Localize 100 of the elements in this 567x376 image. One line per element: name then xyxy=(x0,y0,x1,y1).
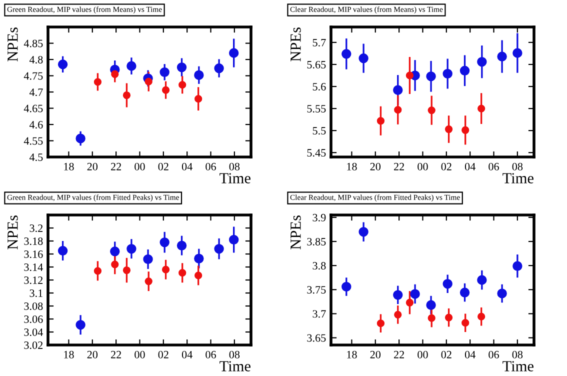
y-tick-label: 3.08 xyxy=(24,302,43,310)
x-tick-label: 08 xyxy=(229,350,240,358)
point xyxy=(442,278,452,289)
y-tick-label: 3.02 xyxy=(24,341,43,350)
point xyxy=(462,319,470,327)
point xyxy=(512,261,522,271)
x-tick-label: 06 xyxy=(488,350,499,358)
y-tick-label: 3.75 xyxy=(307,286,326,294)
point xyxy=(122,91,131,100)
x-tick-label: 02 xyxy=(441,162,452,170)
point xyxy=(342,282,352,292)
y-tick-label: 3.2 xyxy=(30,224,43,232)
y-tick-label: 5.45 xyxy=(307,149,326,157)
point xyxy=(442,68,452,79)
y-tick-label: 4.65 xyxy=(24,104,43,112)
point xyxy=(110,246,120,256)
y-tick-label: 3.18 xyxy=(24,237,43,246)
point xyxy=(478,104,486,112)
x-tick-label: 00 xyxy=(134,162,145,170)
point xyxy=(144,78,152,86)
point xyxy=(122,266,131,274)
point xyxy=(426,71,436,82)
x-tick-label: 08 xyxy=(512,350,523,358)
point xyxy=(406,298,414,306)
point xyxy=(462,126,470,134)
y-tick-label: 5.6 xyxy=(312,82,326,91)
point xyxy=(376,320,385,328)
x-tick-label: 22 xyxy=(110,350,122,358)
point xyxy=(214,244,224,254)
x-tick-label: 22 xyxy=(110,162,122,170)
point xyxy=(214,63,224,74)
x-tick-label: 18 xyxy=(347,350,357,358)
x-tick-label: 18 xyxy=(64,162,74,170)
x-tick-label: 02 xyxy=(158,350,168,358)
y-tick-label: 3.8 xyxy=(312,262,326,270)
x-tick-label: 02 xyxy=(441,350,452,358)
point xyxy=(478,312,486,320)
point xyxy=(58,60,68,70)
y-tick-label: 5.65 xyxy=(307,60,326,68)
point xyxy=(376,117,385,125)
x-tick-label: 08 xyxy=(229,162,240,170)
point xyxy=(428,106,436,114)
y-tick-label: 3.65 xyxy=(307,334,326,342)
x-tick-label: 18 xyxy=(347,162,357,170)
x-axis-title: Time xyxy=(502,173,534,184)
point xyxy=(194,272,202,280)
y-tick-label: 4.55 xyxy=(24,137,43,145)
point xyxy=(162,266,170,274)
point xyxy=(94,78,102,86)
point xyxy=(144,277,152,286)
point xyxy=(410,289,420,299)
x-tick-label: 04 xyxy=(464,162,476,170)
x-axis-title: Time xyxy=(502,361,534,372)
y-tick-label: 3.14 xyxy=(24,263,43,272)
y-tick-label: 3.12 xyxy=(24,276,43,284)
point xyxy=(176,62,187,72)
point xyxy=(426,300,436,310)
point xyxy=(194,95,202,103)
y-tick-label: 3.06 xyxy=(24,315,43,324)
x-tick-label: 20 xyxy=(87,350,98,358)
y-tick-label: 5.7 xyxy=(312,39,326,46)
point xyxy=(111,70,119,78)
point xyxy=(512,48,522,58)
point xyxy=(393,290,403,300)
point xyxy=(111,260,119,268)
point xyxy=(444,125,453,134)
point xyxy=(428,314,436,322)
y-tick-label: 4.7 xyxy=(29,88,43,96)
y-tick-label: 3.04 xyxy=(24,328,43,336)
point xyxy=(160,67,170,78)
point xyxy=(358,53,368,64)
point xyxy=(228,48,239,58)
x-tick-label: 00 xyxy=(418,350,428,358)
y-axis-title: NPEs xyxy=(290,28,301,62)
point xyxy=(497,288,507,298)
point xyxy=(342,49,352,59)
y-axis-title: NPEs xyxy=(8,28,18,62)
point xyxy=(393,85,403,95)
x-tick-label: 00 xyxy=(418,162,428,170)
x-tick-label: 22 xyxy=(394,162,404,170)
x-tick-label: 08 xyxy=(512,162,523,170)
point xyxy=(394,310,402,318)
x-tick-label: 04 xyxy=(182,350,192,358)
point xyxy=(94,267,102,275)
point xyxy=(76,320,86,330)
y-tick-label: 3.1 xyxy=(30,289,42,298)
point xyxy=(126,61,136,71)
point xyxy=(143,254,153,264)
y-tick-label: 5.5 xyxy=(312,127,326,135)
x-tick-label: 20 xyxy=(370,350,381,358)
y-tick-label: 4.85 xyxy=(24,40,43,48)
x-tick-label: 04 xyxy=(182,162,192,170)
y-tick-label: 3.7 xyxy=(312,310,326,318)
point xyxy=(406,72,414,80)
y-tick-label: 3.16 xyxy=(24,250,43,258)
point xyxy=(497,52,507,62)
point xyxy=(460,66,470,76)
point xyxy=(176,240,187,250)
x-tick-label: 20 xyxy=(87,162,98,170)
x-tick-label: 06 xyxy=(488,162,499,170)
